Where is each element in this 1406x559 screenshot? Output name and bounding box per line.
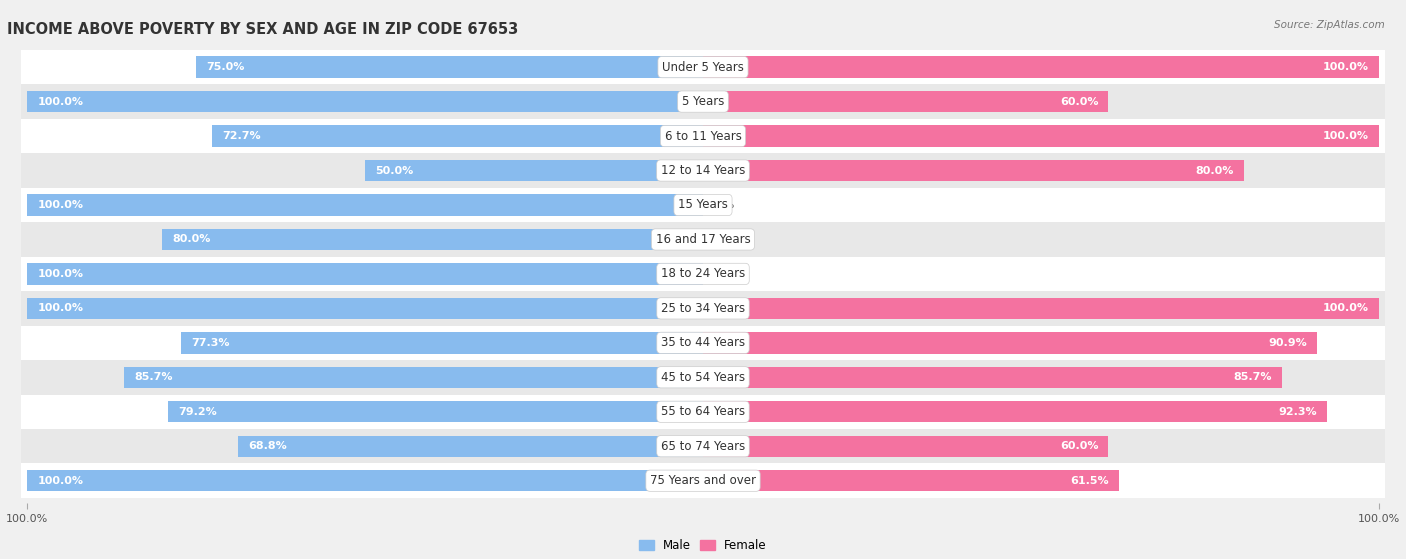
Bar: [21, 325, 1385, 360]
Legend: Male, Female: Male, Female: [634, 534, 772, 557]
Bar: [124, 367, 703, 388]
Text: 25 to 34 Years: 25 to 34 Years: [661, 302, 745, 315]
Bar: [366, 160, 703, 181]
Text: 68.8%: 68.8%: [249, 441, 287, 451]
Text: 6 to 11 Years: 6 to 11 Years: [665, 130, 741, 143]
Bar: [21, 257, 1385, 291]
Bar: [703, 91, 1108, 112]
Text: 80.0%: 80.0%: [173, 234, 211, 244]
Bar: [27, 91, 703, 112]
Text: 45 to 54 Years: 45 to 54 Years: [661, 371, 745, 384]
Bar: [21, 395, 1385, 429]
Text: 55 to 64 Years: 55 to 64 Years: [661, 405, 745, 418]
Text: 80.0%: 80.0%: [1195, 165, 1233, 176]
Bar: [21, 153, 1385, 188]
Text: 5 Years: 5 Years: [682, 95, 724, 108]
Bar: [197, 56, 703, 78]
Text: 60.0%: 60.0%: [1060, 97, 1098, 107]
Text: 65 to 74 Years: 65 to 74 Years: [661, 440, 745, 453]
Bar: [21, 50, 1385, 84]
Text: 100.0%: 100.0%: [38, 200, 83, 210]
Text: 18 to 24 Years: 18 to 24 Years: [661, 267, 745, 281]
Text: 61.5%: 61.5%: [1070, 476, 1108, 486]
Bar: [703, 56, 1379, 78]
Text: 100.0%: 100.0%: [1323, 62, 1368, 72]
Bar: [27, 298, 703, 319]
Bar: [703, 160, 1243, 181]
Text: 60.0%: 60.0%: [1060, 441, 1098, 451]
Bar: [703, 332, 1317, 353]
Bar: [21, 84, 1385, 119]
Bar: [21, 222, 1385, 257]
Bar: [167, 401, 703, 423]
Text: 92.3%: 92.3%: [1278, 407, 1316, 417]
Bar: [703, 125, 1379, 146]
Text: 72.7%: 72.7%: [222, 131, 260, 141]
Bar: [21, 188, 1385, 222]
Text: 12 to 14 Years: 12 to 14 Years: [661, 164, 745, 177]
Text: INCOME ABOVE POVERTY BY SEX AND AGE IN ZIP CODE 67653: INCOME ABOVE POVERTY BY SEX AND AGE IN Z…: [7, 22, 519, 36]
Bar: [21, 429, 1385, 463]
Bar: [27, 195, 703, 216]
Text: 75.0%: 75.0%: [207, 62, 245, 72]
Text: 100.0%: 100.0%: [38, 269, 83, 279]
Bar: [703, 401, 1327, 423]
Text: 15 Years: 15 Years: [678, 198, 728, 211]
Bar: [212, 125, 703, 146]
Bar: [21, 463, 1385, 498]
Bar: [21, 119, 1385, 153]
Bar: [238, 435, 703, 457]
Text: 0.0%: 0.0%: [706, 269, 734, 279]
Bar: [163, 229, 703, 250]
Text: 35 to 44 Years: 35 to 44 Years: [661, 337, 745, 349]
Bar: [27, 470, 703, 491]
Text: 0.0%: 0.0%: [706, 234, 734, 244]
Text: 100.0%: 100.0%: [38, 304, 83, 314]
Text: 100.0%: 100.0%: [1323, 304, 1368, 314]
Bar: [27, 263, 703, 285]
Bar: [21, 291, 1385, 325]
Text: 0.0%: 0.0%: [706, 200, 734, 210]
Text: 16 and 17 Years: 16 and 17 Years: [655, 233, 751, 246]
Bar: [181, 332, 703, 353]
Text: 90.9%: 90.9%: [1268, 338, 1308, 348]
Text: 100.0%: 100.0%: [38, 476, 83, 486]
Text: 75 Years and over: 75 Years and over: [650, 474, 756, 487]
Text: 77.3%: 77.3%: [191, 338, 229, 348]
Text: 100.0%: 100.0%: [38, 97, 83, 107]
Text: Under 5 Years: Under 5 Years: [662, 60, 744, 74]
Bar: [703, 435, 1108, 457]
Bar: [21, 360, 1385, 395]
Text: 85.7%: 85.7%: [1233, 372, 1272, 382]
Text: Source: ZipAtlas.com: Source: ZipAtlas.com: [1274, 20, 1385, 30]
Text: 100.0%: 100.0%: [1323, 131, 1368, 141]
Text: 50.0%: 50.0%: [375, 165, 413, 176]
Text: 85.7%: 85.7%: [134, 372, 173, 382]
Bar: [703, 367, 1282, 388]
Text: 79.2%: 79.2%: [179, 407, 217, 417]
Bar: [703, 298, 1379, 319]
Bar: [703, 470, 1119, 491]
